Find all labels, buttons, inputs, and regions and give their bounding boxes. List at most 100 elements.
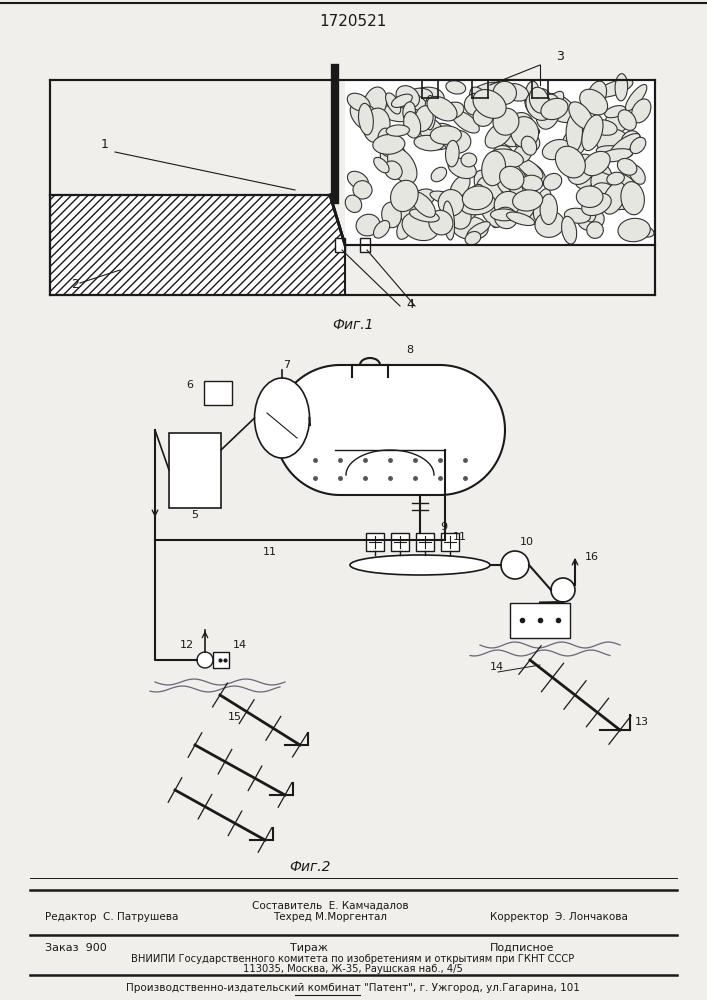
Text: 1: 1 xyxy=(101,138,109,151)
Ellipse shape xyxy=(385,161,402,180)
Text: 13: 13 xyxy=(635,717,649,727)
Ellipse shape xyxy=(617,158,637,175)
Ellipse shape xyxy=(495,199,508,222)
Ellipse shape xyxy=(430,191,461,205)
Ellipse shape xyxy=(540,194,557,225)
Ellipse shape xyxy=(626,84,647,111)
Ellipse shape xyxy=(607,172,624,185)
Ellipse shape xyxy=(464,93,486,115)
Ellipse shape xyxy=(527,200,550,225)
Ellipse shape xyxy=(617,174,638,193)
Ellipse shape xyxy=(583,199,596,222)
Ellipse shape xyxy=(568,154,595,184)
Ellipse shape xyxy=(566,113,583,152)
Ellipse shape xyxy=(578,208,604,231)
Ellipse shape xyxy=(630,137,645,154)
Text: Заказ  900: Заказ 900 xyxy=(45,943,107,953)
Ellipse shape xyxy=(397,212,415,239)
Ellipse shape xyxy=(606,198,629,210)
Ellipse shape xyxy=(525,81,539,108)
Ellipse shape xyxy=(596,129,631,157)
Ellipse shape xyxy=(508,194,534,220)
Ellipse shape xyxy=(596,146,633,158)
Ellipse shape xyxy=(408,88,433,102)
Bar xyxy=(416,533,434,551)
Bar xyxy=(366,533,384,551)
Ellipse shape xyxy=(615,74,628,101)
Ellipse shape xyxy=(590,160,612,186)
Ellipse shape xyxy=(493,204,512,228)
Ellipse shape xyxy=(517,158,543,179)
Text: 4: 4 xyxy=(406,298,414,311)
Text: Составитель  Е. Камчадалов: Составитель Е. Камчадалов xyxy=(252,901,409,911)
Ellipse shape xyxy=(631,99,651,123)
Ellipse shape xyxy=(575,172,593,189)
Ellipse shape xyxy=(587,222,603,238)
Ellipse shape xyxy=(403,91,429,112)
Ellipse shape xyxy=(414,135,444,151)
Ellipse shape xyxy=(424,96,436,130)
Polygon shape xyxy=(345,80,655,245)
Ellipse shape xyxy=(611,134,640,155)
Ellipse shape xyxy=(378,128,397,157)
Ellipse shape xyxy=(602,182,626,214)
Ellipse shape xyxy=(618,110,636,130)
Ellipse shape xyxy=(609,189,638,209)
Text: 7: 7 xyxy=(284,360,291,370)
Text: Редактор  С. Патрушева: Редактор С. Патрушева xyxy=(45,912,178,922)
Ellipse shape xyxy=(591,120,617,135)
Bar xyxy=(391,533,409,551)
Ellipse shape xyxy=(536,94,561,129)
Text: Производственно-издательский комбинат "Патент", г. Ужгород, ул.Гагарина, 101: Производственно-издательский комбинат "П… xyxy=(126,983,580,993)
Ellipse shape xyxy=(444,130,471,153)
Ellipse shape xyxy=(533,189,551,221)
Text: 10: 10 xyxy=(520,537,534,547)
Ellipse shape xyxy=(350,102,380,132)
Ellipse shape xyxy=(353,181,372,199)
Ellipse shape xyxy=(493,81,516,104)
Ellipse shape xyxy=(473,82,508,98)
Ellipse shape xyxy=(448,158,477,179)
Ellipse shape xyxy=(445,140,459,167)
Ellipse shape xyxy=(510,117,539,148)
Ellipse shape xyxy=(535,211,564,237)
Ellipse shape xyxy=(591,183,620,210)
Ellipse shape xyxy=(398,203,427,229)
Ellipse shape xyxy=(386,125,409,136)
Ellipse shape xyxy=(515,133,539,153)
Ellipse shape xyxy=(474,170,492,195)
Ellipse shape xyxy=(347,93,370,111)
Ellipse shape xyxy=(399,215,426,233)
Ellipse shape xyxy=(373,220,390,238)
Ellipse shape xyxy=(562,130,585,156)
Polygon shape xyxy=(50,195,345,295)
Text: 16: 16 xyxy=(585,552,599,562)
Ellipse shape xyxy=(544,173,562,190)
Ellipse shape xyxy=(542,139,570,160)
Ellipse shape xyxy=(347,171,368,189)
Text: Тираж: Тираж xyxy=(290,943,328,953)
Ellipse shape xyxy=(523,163,546,186)
Ellipse shape xyxy=(591,172,621,203)
Ellipse shape xyxy=(438,190,464,216)
Ellipse shape xyxy=(450,196,476,211)
Text: 8: 8 xyxy=(407,345,414,355)
Ellipse shape xyxy=(462,184,484,221)
Text: 113035, Москва, Ж-35, Раушская наб., 4/5: 113035, Москва, Ж-35, Раушская наб., 4/5 xyxy=(243,964,463,974)
Ellipse shape xyxy=(409,209,439,222)
Ellipse shape xyxy=(506,212,534,226)
Polygon shape xyxy=(275,365,505,495)
Ellipse shape xyxy=(442,102,464,119)
Ellipse shape xyxy=(564,208,590,223)
Ellipse shape xyxy=(599,149,633,162)
Ellipse shape xyxy=(396,86,419,108)
Ellipse shape xyxy=(469,87,493,119)
Ellipse shape xyxy=(494,207,517,229)
Ellipse shape xyxy=(541,98,568,120)
Ellipse shape xyxy=(604,174,639,202)
Ellipse shape xyxy=(452,111,479,133)
Ellipse shape xyxy=(387,148,417,184)
Ellipse shape xyxy=(582,115,603,151)
Ellipse shape xyxy=(492,146,514,165)
Ellipse shape xyxy=(395,185,416,196)
